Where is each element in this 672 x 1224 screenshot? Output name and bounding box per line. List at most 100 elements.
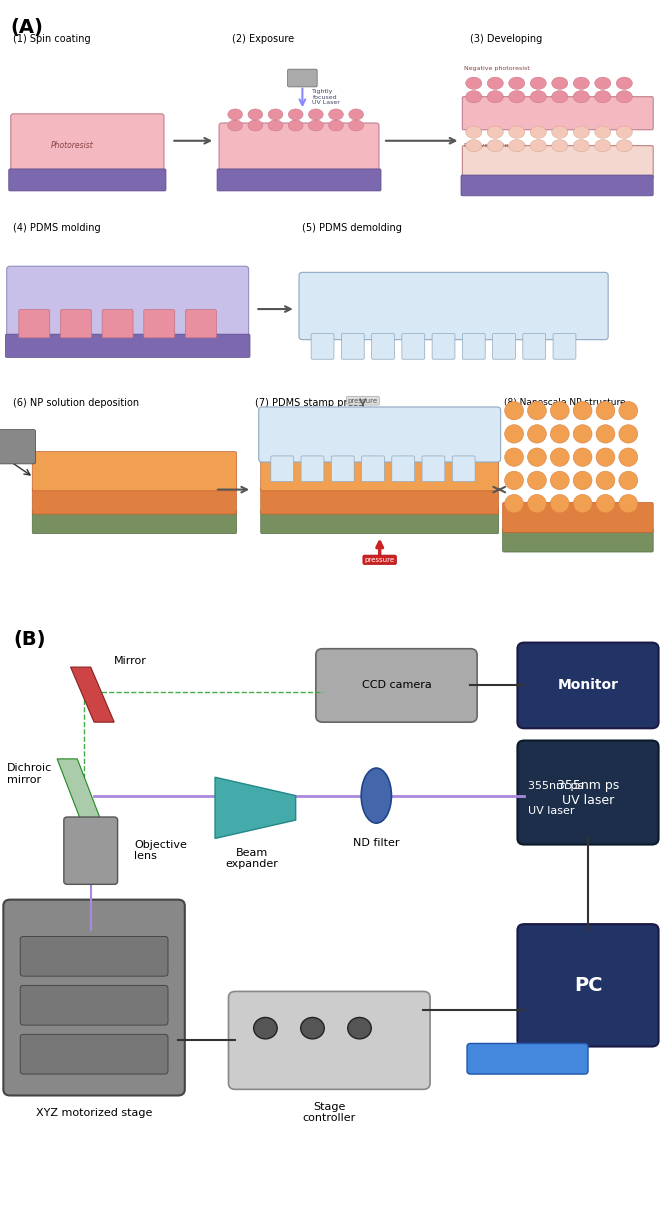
FancyBboxPatch shape <box>452 457 475 481</box>
FancyBboxPatch shape <box>392 457 415 481</box>
Ellipse shape <box>248 120 263 131</box>
Ellipse shape <box>595 77 611 89</box>
Ellipse shape <box>509 140 525 152</box>
Text: ND filter: ND filter <box>353 838 400 848</box>
Ellipse shape <box>573 494 592 513</box>
FancyBboxPatch shape <box>32 509 237 534</box>
Ellipse shape <box>596 448 615 466</box>
Ellipse shape <box>616 77 632 89</box>
Ellipse shape <box>528 471 546 490</box>
Ellipse shape <box>552 77 568 89</box>
Ellipse shape <box>509 126 525 138</box>
Ellipse shape <box>528 448 546 466</box>
FancyBboxPatch shape <box>517 643 659 728</box>
Ellipse shape <box>573 425 592 443</box>
Ellipse shape <box>228 120 243 131</box>
Ellipse shape <box>573 448 592 466</box>
Ellipse shape <box>573 126 589 138</box>
Ellipse shape <box>550 401 569 420</box>
Text: (6) NP solution deposition: (6) NP solution deposition <box>13 398 140 408</box>
Ellipse shape <box>596 494 615 513</box>
FancyBboxPatch shape <box>259 406 501 461</box>
Ellipse shape <box>573 471 592 490</box>
Text: (4) PDMS molding: (4) PDMS molding <box>13 223 101 234</box>
Ellipse shape <box>349 120 364 131</box>
FancyBboxPatch shape <box>271 457 294 481</box>
Text: (A): (A) <box>10 18 43 38</box>
Polygon shape <box>71 667 114 722</box>
Ellipse shape <box>487 140 503 152</box>
Ellipse shape <box>530 126 546 138</box>
FancyBboxPatch shape <box>372 333 394 359</box>
Ellipse shape <box>619 471 638 490</box>
FancyBboxPatch shape <box>144 310 175 338</box>
Ellipse shape <box>308 109 323 120</box>
Ellipse shape <box>550 425 569 443</box>
Text: 355nm ps: 355nm ps <box>528 781 583 792</box>
Ellipse shape <box>596 401 615 420</box>
Text: (2) Exposure: (2) Exposure <box>232 33 294 44</box>
Ellipse shape <box>552 140 568 152</box>
FancyBboxPatch shape <box>9 169 166 191</box>
FancyBboxPatch shape <box>316 649 477 722</box>
Ellipse shape <box>573 140 589 152</box>
FancyBboxPatch shape <box>402 333 425 359</box>
FancyBboxPatch shape <box>331 457 354 481</box>
Text: Beam
expander: Beam expander <box>226 847 278 869</box>
Text: Stage
controller: Stage controller <box>302 1102 356 1124</box>
Ellipse shape <box>466 140 482 152</box>
Ellipse shape <box>619 448 638 466</box>
FancyBboxPatch shape <box>299 272 608 339</box>
FancyBboxPatch shape <box>301 457 324 481</box>
FancyBboxPatch shape <box>311 333 334 359</box>
FancyBboxPatch shape <box>60 310 91 338</box>
Ellipse shape <box>308 120 323 131</box>
FancyBboxPatch shape <box>503 502 653 532</box>
Ellipse shape <box>254 1017 277 1039</box>
FancyBboxPatch shape <box>261 487 499 514</box>
Ellipse shape <box>487 91 503 103</box>
FancyBboxPatch shape <box>517 741 659 845</box>
FancyBboxPatch shape <box>461 175 653 196</box>
Ellipse shape <box>487 126 503 138</box>
Ellipse shape <box>349 109 364 120</box>
Ellipse shape <box>248 109 263 120</box>
Text: Mirror: Mirror <box>114 656 147 666</box>
FancyBboxPatch shape <box>64 818 118 884</box>
Ellipse shape <box>595 91 611 103</box>
FancyBboxPatch shape <box>219 122 379 174</box>
Text: Dichroic
mirror: Dichroic mirror <box>7 764 52 785</box>
Ellipse shape <box>616 126 632 138</box>
FancyBboxPatch shape <box>5 334 250 357</box>
FancyBboxPatch shape <box>102 310 133 338</box>
FancyBboxPatch shape <box>7 267 249 339</box>
Ellipse shape <box>573 91 589 103</box>
Ellipse shape <box>505 494 523 513</box>
Ellipse shape <box>616 140 632 152</box>
FancyBboxPatch shape <box>341 333 364 359</box>
Text: PC: PC <box>574 976 602 995</box>
Ellipse shape <box>509 77 525 89</box>
Ellipse shape <box>595 126 611 138</box>
Text: Tightly
focused
UV Laser: Tightly focused UV Laser <box>312 88 340 105</box>
Ellipse shape <box>487 77 503 89</box>
Ellipse shape <box>619 401 638 420</box>
Polygon shape <box>57 759 101 820</box>
Ellipse shape <box>596 471 615 490</box>
Ellipse shape <box>528 401 546 420</box>
Text: Photoresist: Photoresist <box>50 141 93 151</box>
Ellipse shape <box>466 91 482 103</box>
FancyBboxPatch shape <box>362 457 384 481</box>
FancyBboxPatch shape <box>32 452 237 491</box>
FancyBboxPatch shape <box>32 487 237 514</box>
FancyBboxPatch shape <box>217 169 381 191</box>
Ellipse shape <box>619 494 638 513</box>
FancyBboxPatch shape <box>462 333 485 359</box>
Ellipse shape <box>362 769 391 823</box>
FancyBboxPatch shape <box>462 97 653 130</box>
Text: (1) Spin coating: (1) Spin coating <box>13 33 91 44</box>
Text: CCD camera: CCD camera <box>362 681 431 690</box>
Ellipse shape <box>505 425 523 443</box>
Ellipse shape <box>466 77 482 89</box>
Ellipse shape <box>301 1017 324 1039</box>
